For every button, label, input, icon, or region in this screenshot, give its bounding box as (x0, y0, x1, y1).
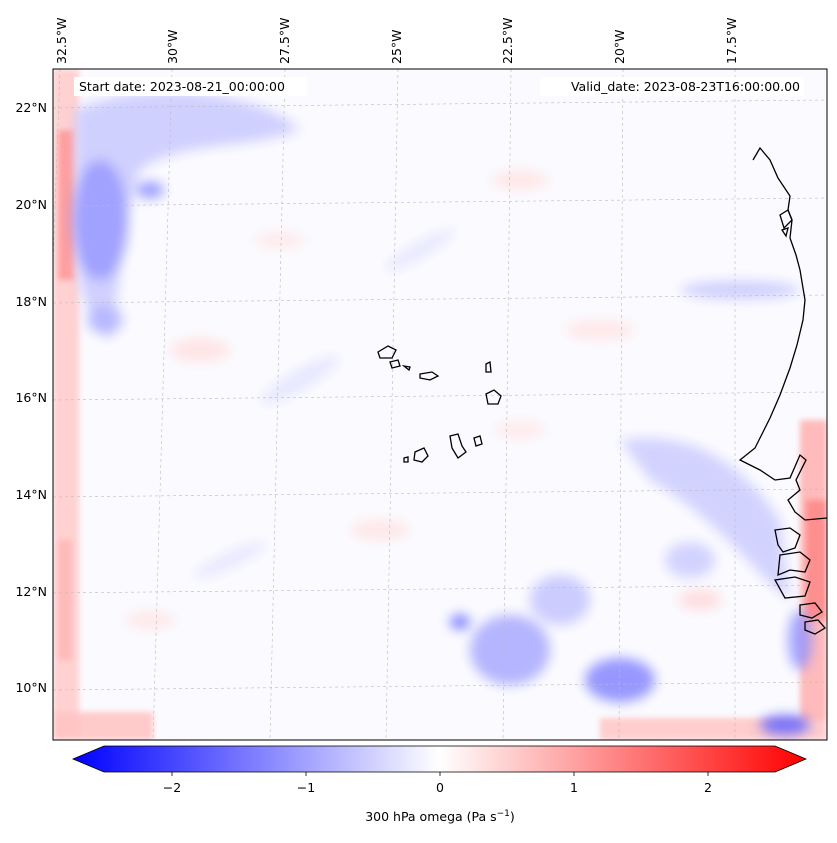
valid-date-label: Valid_date: 2023-08-23T16:00:00.00 (571, 79, 800, 94)
coastlines (377, 146, 827, 635)
red-omega-features (125, 170, 722, 629)
lat-label: 16°N (15, 390, 47, 405)
lon-label: 25°W (389, 29, 404, 64)
graticule (53, 69, 827, 740)
valid-date-box (540, 77, 804, 96)
colorbar-tick-label: −1 (297, 780, 315, 795)
colorbar: −2 −1 0 1 2 300 hPa omega (Pa s−1) (71, 745, 808, 824)
colorbar-label: 300 hPa omega (Pa s−1) (365, 809, 515, 824)
map-panel: Start date: 2023-08-21_00:00:00 Valid_da… (53, 69, 827, 740)
lat-label: 18°N (15, 294, 47, 309)
blue-omega-features (72, 92, 812, 735)
lat-label: 20°N (15, 197, 47, 212)
colorbar-tick-label: 0 (436, 780, 444, 795)
colorbar-tick-label: −2 (163, 780, 181, 795)
latitude-labels: 22°N 20°N 18°N 16°N 14°N 12°N 10°N (15, 100, 47, 695)
colorbar-bar (71, 745, 808, 773)
lon-label: 17.5°W (724, 18, 739, 64)
lat-label: 10°N (15, 680, 47, 695)
cape-verde-islands (377, 345, 397, 359)
start-date-box (74, 77, 307, 96)
ocean-field-background (53, 69, 827, 740)
start-date-label: Start date: 2023-08-21_00:00:00 (79, 79, 285, 94)
colorbar-tick-label: 2 (704, 780, 712, 795)
longitude-labels: 32.5°W 30°W 27.5°W 25°W 22.5°W 20°W 17.5… (54, 18, 739, 64)
lon-label: 22.5°W (500, 18, 515, 64)
colorbar-tick-label: 1 (570, 780, 578, 795)
lat-label: 14°N (15, 487, 47, 502)
lon-label: 30°W (165, 29, 180, 64)
map-frame (52, 68, 828, 741)
lon-label: 27.5°W (277, 18, 292, 64)
lat-label: 22°N (15, 100, 47, 115)
lat-label: 12°N (15, 584, 47, 599)
africa-coastline (738, 146, 827, 521)
lon-label: 32.5°W (54, 18, 69, 64)
lon-label: 20°W (612, 29, 627, 64)
